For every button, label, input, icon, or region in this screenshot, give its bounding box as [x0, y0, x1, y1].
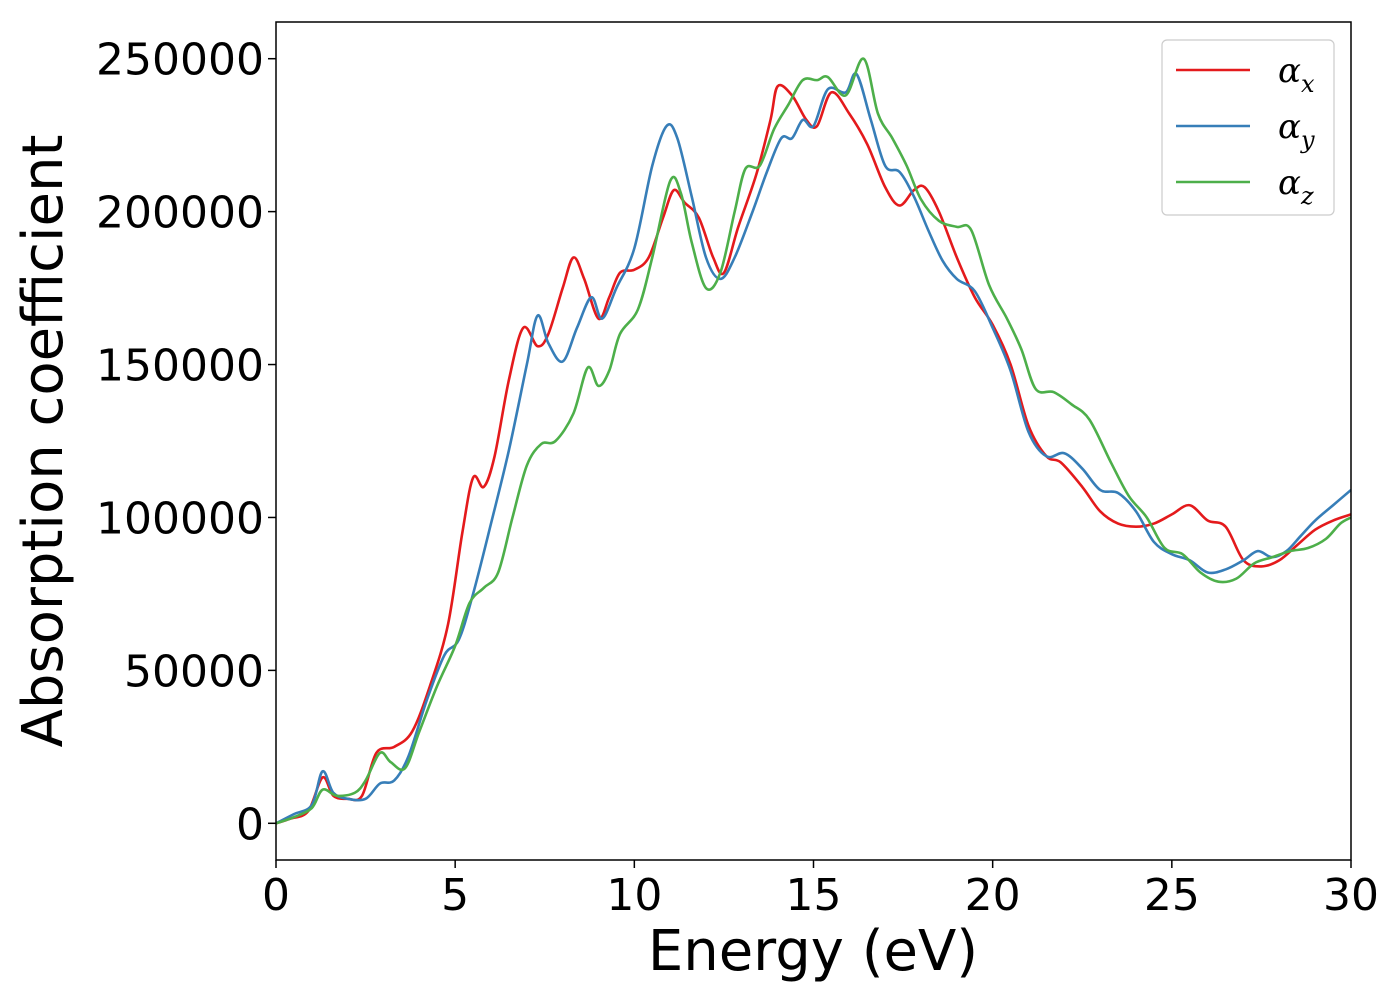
legend-box [1161, 39, 1335, 216]
y-tick-label: 50000 [124, 646, 264, 697]
x-axis: 0 5 10 15 20 25 30 [262, 860, 1379, 921]
y-tick-label: 200000 [96, 188, 264, 239]
series-line-z [276, 57, 1351, 825]
legend-item-y: αy [1176, 107, 1315, 154]
y-tick-label: 250000 [96, 35, 264, 86]
y-tick-label: 100000 [96, 493, 264, 544]
y-tick-label: 0 [236, 799, 264, 850]
legend-label: αy [1278, 107, 1315, 154]
x-tick-label: 15 [786, 870, 842, 921]
x-axis-title: Energy (eV) [648, 919, 978, 984]
x-tick-label: 20 [965, 870, 1021, 921]
legend-item-z: αz [1176, 163, 1314, 210]
x-tick-label: 0 [262, 870, 290, 921]
series-line-x [276, 83, 1351, 825]
y-tick-label: 150000 [96, 341, 264, 392]
y-axis: 0 50000 100000 150000 200000 250000 [96, 35, 276, 850]
x-tick-label: 30 [1323, 870, 1379, 921]
x-tick-label: 5 [441, 870, 469, 921]
legend: αx αy αz [1161, 39, 1335, 216]
x-tick-label: 10 [606, 870, 662, 921]
series-lines [276, 57, 1351, 825]
legend-label: αx [1278, 51, 1315, 98]
legend-item-x: αx [1176, 51, 1315, 98]
y-axis-title: Absorption coefficient [11, 135, 76, 748]
x-tick-label: 25 [1144, 870, 1200, 921]
legend-label: αz [1278, 163, 1314, 210]
